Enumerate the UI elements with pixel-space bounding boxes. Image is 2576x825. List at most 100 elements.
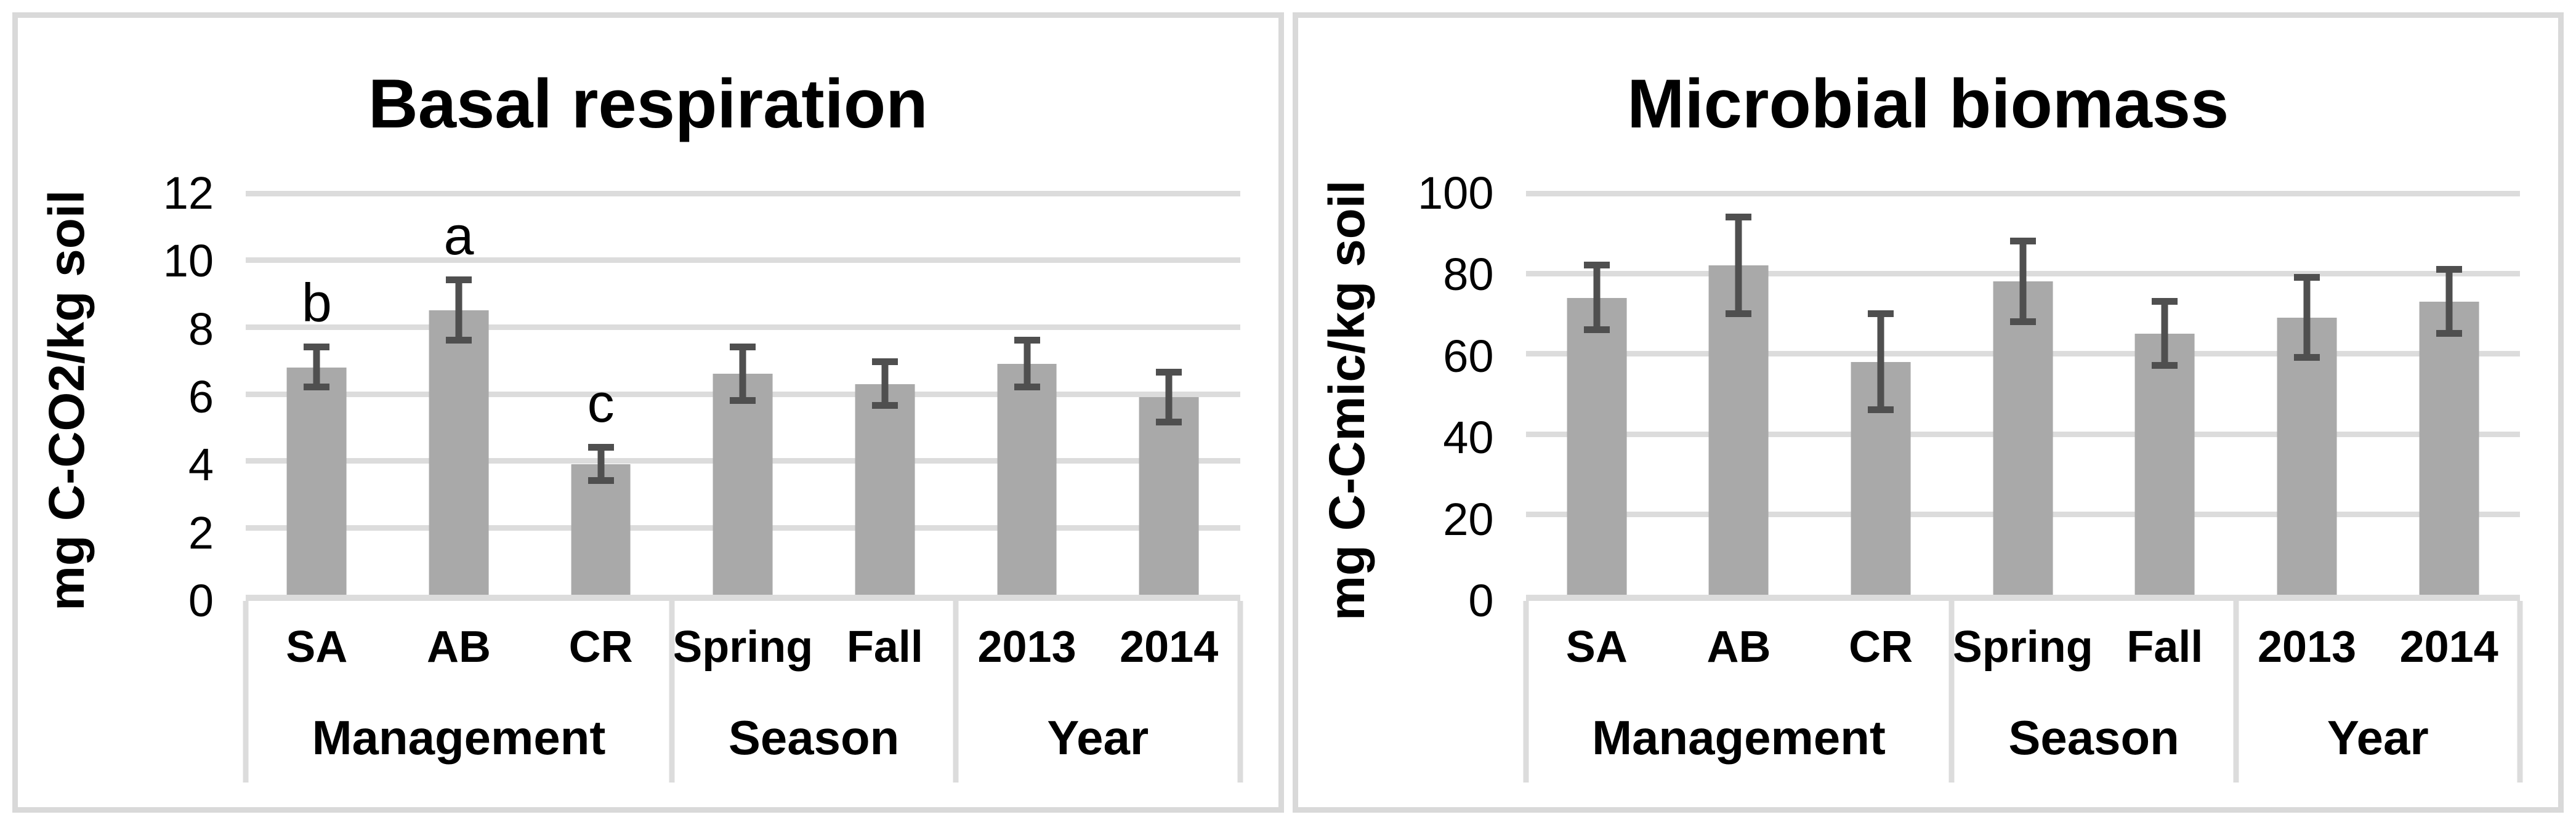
category-labels: SA AB CR Spring Fall 2013 2014 (1526, 601, 2521, 693)
error-cap-bottom (1726, 310, 1752, 317)
y-axis-title: mg C-CO2/kg soil (39, 190, 95, 611)
y-tick-label: 8 (188, 303, 214, 355)
axis-group-divider (1523, 601, 1528, 783)
error-bar-2013 (2303, 277, 2311, 358)
error-bar-2013 (1024, 340, 1031, 388)
chart-panel-microbial-biomass: Microbial biomass mg C-Cmic/kg soil 0 20 4… (1292, 12, 2564, 813)
bar-slot-CR (1810, 193, 1952, 595)
x-category-label-Spring: Spring (1952, 622, 2093, 672)
chart-title: Basal respiration (368, 65, 928, 142)
axis-group-divider (2517, 601, 2523, 783)
error-cap-bottom (1014, 384, 1040, 391)
bar-Spring (713, 374, 773, 595)
error-cap-top (1014, 337, 1040, 344)
y-tick-label: 20 (1443, 493, 1494, 545)
x-category-label-CR: CR (568, 622, 633, 672)
chart-main: SA AB CR Spring Fall 2013 2014 Management Seaso… (1523, 190, 2523, 786)
y-tick-label: 4 (188, 439, 214, 491)
bar-slot-Fall (814, 193, 956, 595)
bars-row (1526, 193, 2521, 595)
x-category-label-CR: CR (1849, 622, 1913, 672)
error-cap-bottom (1156, 419, 1182, 426)
error-cap-bottom (1583, 326, 1610, 333)
x-axis: SA AB CR Spring Fall 2013 2014 Management Seaso… (1523, 601, 2523, 786)
axis-group-divider (669, 601, 675, 783)
x-category-label-2013: 2013 (2257, 622, 2357, 672)
x-group-label-season: Season (2008, 710, 2179, 765)
x-category-label-2013: 2013 (977, 622, 1076, 672)
bar-Fall (2134, 334, 2195, 595)
y-tick-label: 0 (1468, 575, 1494, 626)
x-category-label-2014: 2014 (1120, 622, 1219, 672)
error-cap-top (871, 358, 898, 366)
bar-slot-2013 (2236, 193, 2378, 595)
chart-panel-basal-respiration: Basal respiration mg C-CO2/kg soil 0 2 4 6 8… (12, 12, 1284, 813)
bar-slot-2014 (1098, 193, 1240, 595)
chart-title: Microbial biomass (1627, 65, 2229, 142)
gridline (246, 257, 1240, 264)
bar-slot-AB: a (388, 193, 530, 595)
chart-body: mg C-Cmic/kg soil 0 20 40 60 80 100 SA AB CR Spr… (1298, 171, 2559, 807)
y-tick-label: 80 (1443, 249, 1494, 300)
y-tick-label: 100 (1418, 167, 1494, 219)
error-cap-bottom (730, 396, 756, 404)
bar-2013 (997, 364, 1057, 595)
error-cap-bottom (2294, 354, 2320, 361)
error-cap-top (730, 343, 756, 350)
error-cap-top (1156, 368, 1182, 376)
error-cap-top (2294, 273, 2320, 281)
bar-slot-AB (1668, 193, 1810, 595)
group-labels: Management Season Year (246, 693, 1240, 783)
y-axis-title: mg C-Cmic/kg soil (1318, 180, 1375, 621)
error-cap-bottom (1868, 406, 1894, 414)
axis-group-divider (1948, 601, 1955, 783)
x-category-label-AB: AB (426, 622, 491, 672)
gridline (246, 324, 1240, 330)
error-cap-bottom (445, 337, 472, 344)
x-category-label-Fall: Fall (2126, 622, 2203, 672)
x-category-label-AB: AB (1706, 622, 1771, 672)
error-cap-top (587, 443, 614, 451)
category-labels: SA AB CR Spring Fall 2013 2014 (246, 601, 1240, 693)
y-tick-label: 12 (163, 167, 214, 219)
error-cap-top (304, 343, 330, 350)
x-group-label-management: Management (312, 710, 606, 765)
bar-Fall (855, 384, 915, 595)
y-axis-ticks: 0 2 4 6 8 10 12 (116, 171, 246, 624)
plot-area: b a c (246, 190, 1240, 601)
x-group-label-year: Year (2327, 710, 2429, 765)
y-tick-label: 10 (163, 235, 214, 287)
bar-slot-Fall (2094, 193, 2236, 595)
error-bar-Fall (881, 362, 889, 406)
plot-area (1525, 190, 2521, 601)
error-cap-top (2152, 298, 2178, 305)
y-tick-label: 40 (1443, 412, 1494, 464)
bar-slot-SA (1526, 193, 1668, 595)
bar-slot-Spring (1952, 193, 2094, 595)
error-cap-bottom (871, 402, 898, 409)
error-cap-top (1726, 214, 1752, 221)
gridline (246, 190, 1240, 196)
error-cap-top (1583, 262, 1610, 269)
x-category-label-Fall: Fall (846, 622, 923, 672)
x-category-label-SA: SA (1565, 622, 1628, 672)
bar-slot-SA: b (246, 193, 388, 595)
axis-group-divider (1237, 601, 1243, 783)
x-category-label-2014: 2014 (2399, 622, 2498, 672)
error-cap-bottom (587, 477, 614, 485)
error-bar-CR (597, 447, 605, 481)
y-tick-label: 60 (1443, 330, 1494, 382)
error-cap-top (1868, 310, 1894, 317)
x-axis: SA AB CR Spring Fall 2013 2014 Management Seaso… (243, 601, 1243, 786)
bar-slot-CR: c (530, 193, 672, 595)
error-bar-Spring (739, 347, 746, 401)
significance-letter-SA: b (301, 272, 332, 333)
bar-AB (429, 310, 489, 595)
bar-slot-Spring (672, 193, 814, 595)
error-bar-AB (455, 280, 462, 341)
error-bar-AB (1735, 217, 1742, 314)
significance-letter-AB: a (443, 205, 474, 267)
bar-AB (1709, 265, 1769, 595)
